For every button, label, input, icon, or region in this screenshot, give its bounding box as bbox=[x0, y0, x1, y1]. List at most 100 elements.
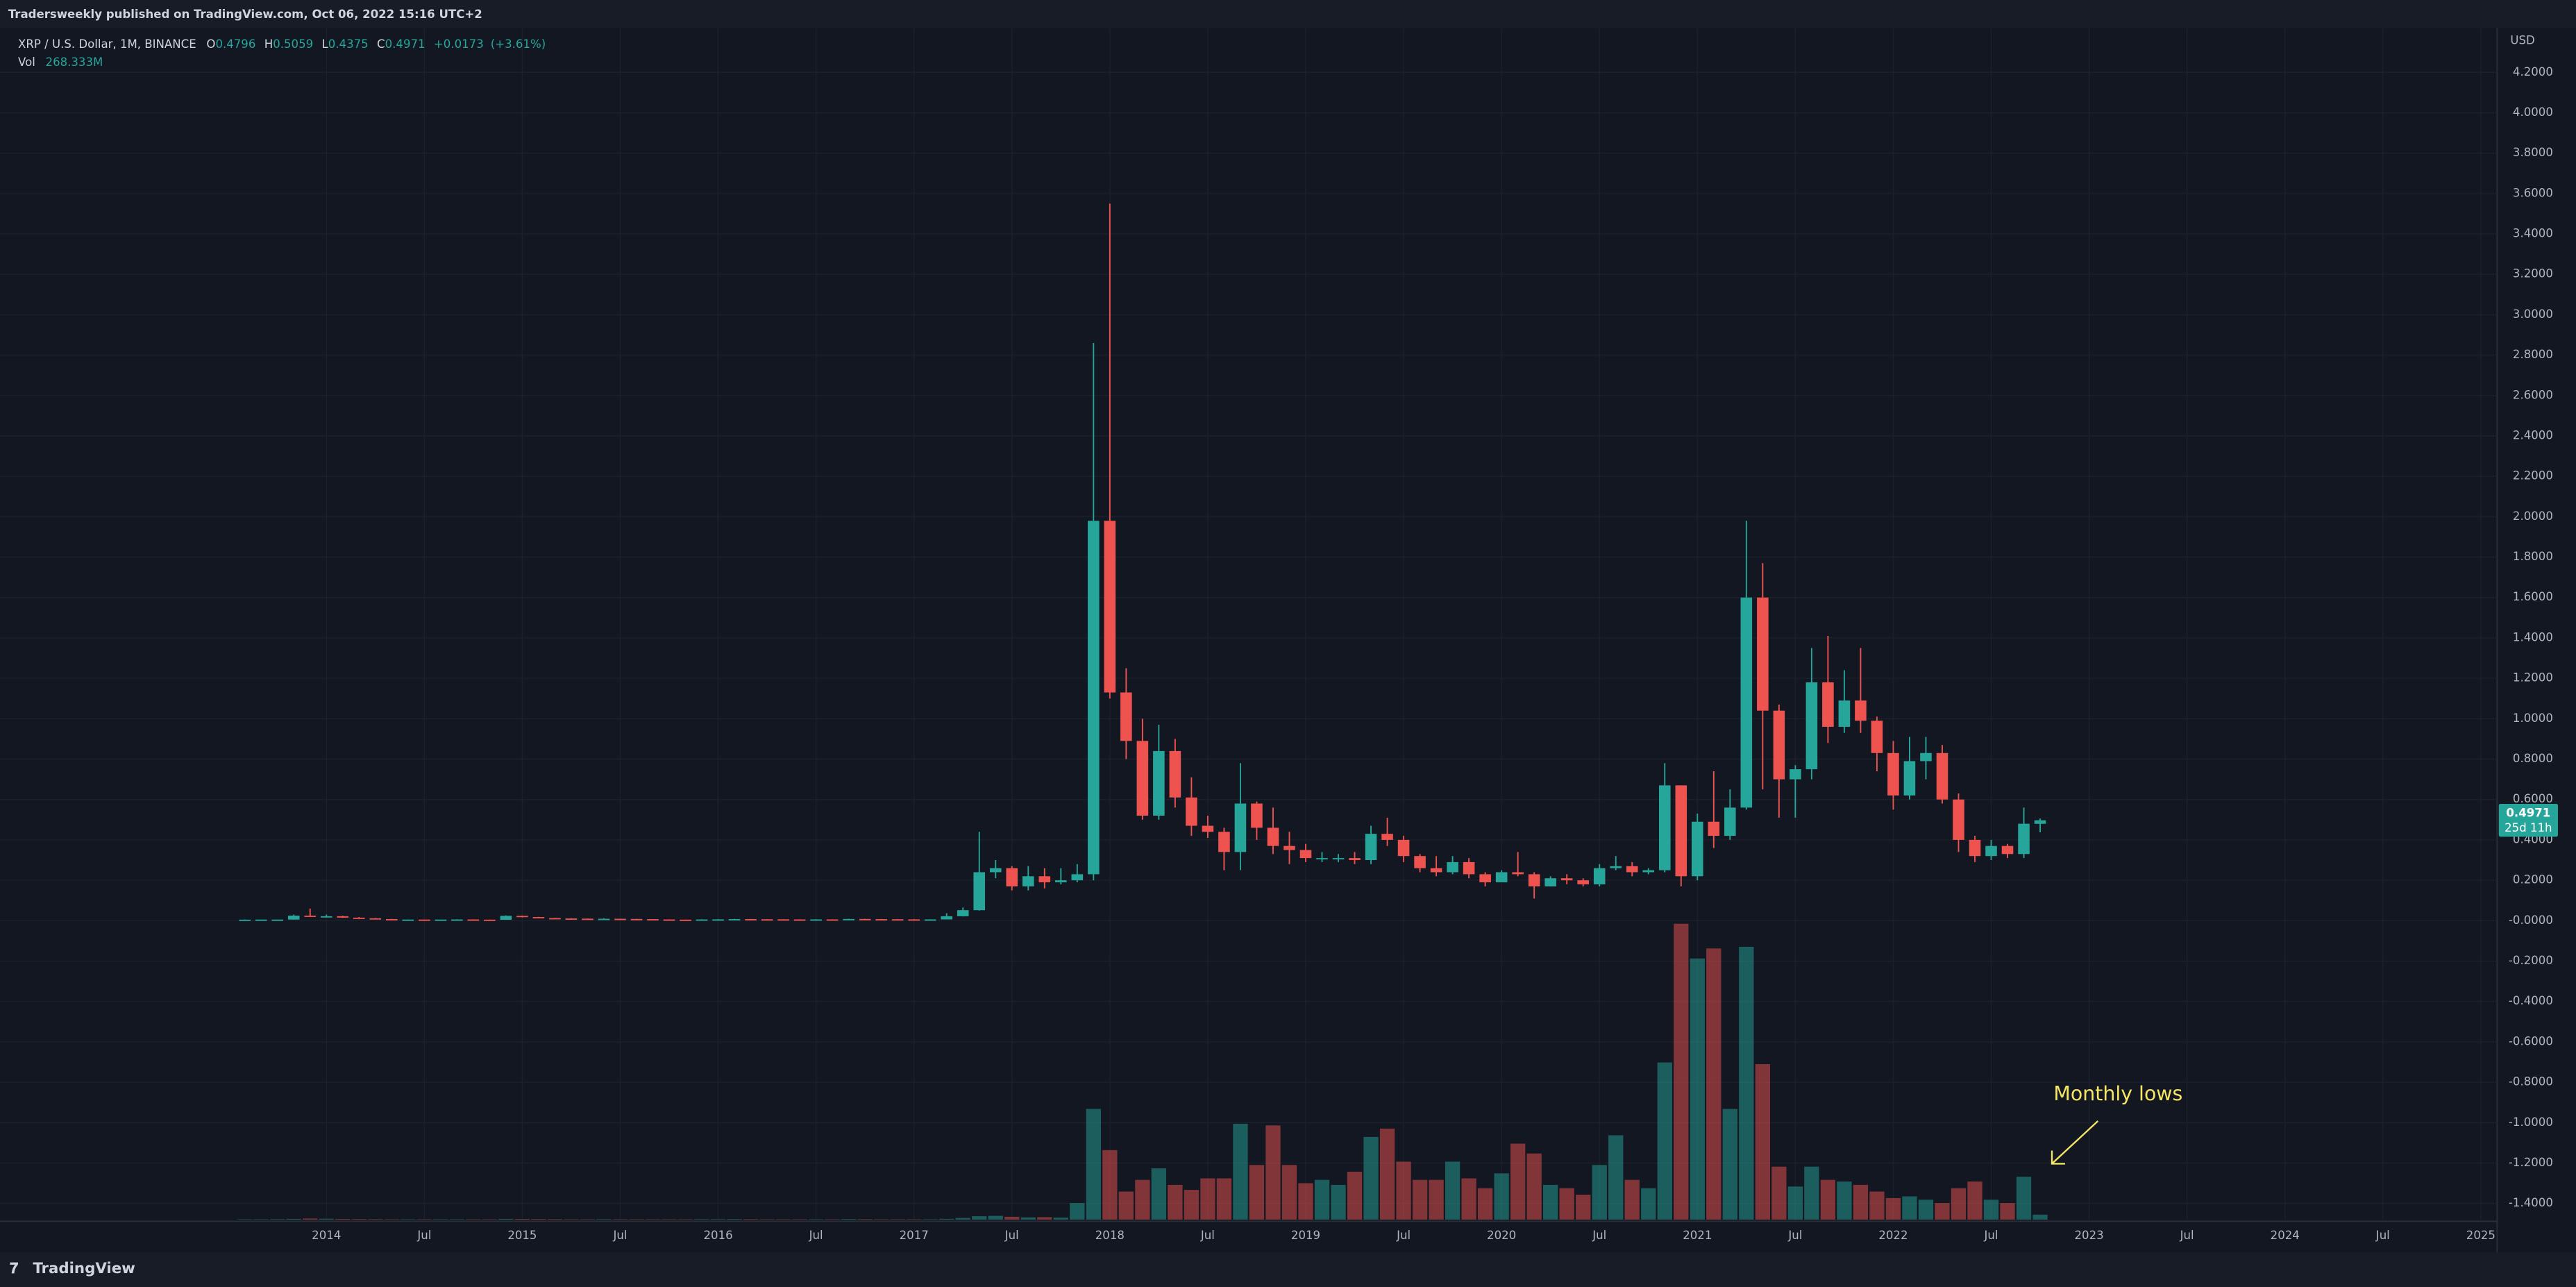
y-tick-label: 2.6000 bbox=[2513, 388, 2553, 401]
volume-bar bbox=[1722, 1109, 1737, 1220]
y-tick-label: 3.0000 bbox=[2513, 308, 2553, 321]
candle-body bbox=[1740, 597, 1753, 808]
volume-bar bbox=[1559, 1188, 1574, 1220]
y-tick-label: -1.4000 bbox=[2509, 1196, 2553, 1209]
volume-bar bbox=[1951, 1188, 1967, 1220]
volume-bar bbox=[694, 1219, 709, 1220]
volume-bar bbox=[1298, 1183, 1313, 1220]
y-tick-label: 4.0000 bbox=[2513, 106, 2553, 119]
candle-body bbox=[1610, 866, 1622, 868]
candle-body bbox=[843, 918, 855, 920]
volume-bar bbox=[710, 1219, 726, 1220]
candle-body bbox=[1071, 874, 1084, 881]
volume-bar bbox=[335, 1218, 351, 1220]
volume-bar bbox=[1037, 1217, 1052, 1220]
volume-bar bbox=[1674, 923, 1689, 1220]
volume-bar bbox=[1885, 1197, 1901, 1220]
volume-bar bbox=[1983, 1200, 1999, 1220]
ohlc-label: H bbox=[264, 37, 273, 50]
volume-bar bbox=[253, 1219, 269, 1220]
volume-bar bbox=[1706, 948, 1721, 1220]
volume-bar bbox=[1477, 1188, 1493, 1220]
x-tick-label: Jul bbox=[1592, 1229, 1606, 1242]
candle-body bbox=[1642, 870, 1655, 873]
volume-bar bbox=[1902, 1196, 1917, 1220]
y-tick-label: 2.0000 bbox=[2513, 510, 2553, 523]
volume-bar bbox=[270, 1219, 285, 1220]
volume-bar bbox=[988, 1216, 1003, 1220]
candle-body bbox=[1055, 880, 1067, 883]
candle-body bbox=[532, 917, 545, 918]
candle-body bbox=[1218, 832, 1230, 852]
candle-body bbox=[1855, 700, 1867, 721]
volume-bar bbox=[629, 1219, 644, 1220]
volume-bar bbox=[1739, 946, 1754, 1220]
candle-body bbox=[1169, 750, 1181, 798]
candle-body bbox=[1153, 750, 1165, 816]
footer-logo: TradingView bbox=[33, 1260, 135, 1277]
ohlc-label: C bbox=[377, 37, 385, 50]
candle-body bbox=[484, 919, 496, 921]
y-tick-label: 0.2000 bbox=[2513, 873, 2553, 886]
candle-body bbox=[1104, 521, 1116, 693]
y-tick-label: -0.0000 bbox=[2509, 914, 2553, 927]
candle-body bbox=[1397, 839, 1410, 857]
candle-body bbox=[386, 918, 398, 920]
volume-bar bbox=[401, 1219, 416, 1220]
candle-body bbox=[1495, 872, 1508, 883]
x-tick-label: 2017 bbox=[900, 1229, 929, 1242]
volume-bar bbox=[645, 1219, 661, 1220]
volume-bar bbox=[580, 1219, 596, 1220]
candle-body bbox=[1234, 803, 1247, 852]
candle-body bbox=[1365, 834, 1377, 861]
volume-bar bbox=[466, 1219, 481, 1220]
volume-bar bbox=[662, 1219, 677, 1220]
volume-bar bbox=[1233, 1123, 1248, 1220]
candle-body bbox=[924, 919, 936, 921]
x-tick-label: Jul bbox=[2180, 1229, 2194, 1242]
candle-body bbox=[1969, 839, 1981, 857]
candle-body bbox=[1332, 858, 1345, 859]
candle-body bbox=[1544, 878, 1556, 886]
volume-bar bbox=[759, 1219, 775, 1220]
annotation-arrow bbox=[2051, 1120, 2099, 1165]
volume-bar bbox=[972, 1216, 987, 1220]
candle-body bbox=[1349, 858, 1361, 861]
volume-bar bbox=[2032, 1214, 2048, 1220]
candle-body bbox=[1593, 868, 1606, 884]
y-tick-label: 3.4000 bbox=[2513, 227, 2553, 240]
x-tick-label: 2016 bbox=[703, 1229, 732, 1242]
candle-body bbox=[337, 916, 349, 918]
candle-body bbox=[1790, 769, 1801, 780]
y-tick-label: -0.6000 bbox=[2509, 1034, 2553, 1048]
volume-bar bbox=[1510, 1143, 1526, 1220]
low-value: 0.4375 bbox=[328, 37, 369, 50]
candle-body bbox=[908, 919, 920, 921]
candle-body bbox=[1038, 876, 1051, 883]
volume-bar bbox=[808, 1219, 824, 1220]
candle-body bbox=[1186, 797, 1197, 826]
candle-body bbox=[1381, 834, 1393, 840]
volume-bar bbox=[1379, 1128, 1395, 1220]
volume-bar bbox=[596, 1219, 612, 1220]
candle-body bbox=[1251, 803, 1263, 828]
candle-body bbox=[549, 918, 561, 920]
x-tick-label: Jul bbox=[1004, 1229, 1019, 1242]
volume-bar bbox=[923, 1219, 938, 1220]
candle-body bbox=[680, 919, 691, 921]
candle-body bbox=[1479, 874, 1491, 883]
candle-body bbox=[761, 919, 773, 921]
y-tick-label: 3.6000 bbox=[2513, 186, 2553, 199]
volume-bar bbox=[319, 1218, 334, 1220]
candle-body bbox=[255, 919, 267, 921]
candle-body bbox=[1887, 752, 1899, 796]
volume-bar bbox=[1331, 1184, 1346, 1220]
volume-bar bbox=[482, 1219, 498, 1220]
volume-bar bbox=[514, 1218, 530, 1220]
volume-bar bbox=[1004, 1216, 1020, 1220]
volume-bar bbox=[1657, 1062, 1672, 1220]
candle-body bbox=[647, 919, 659, 920]
volume-bar bbox=[1020, 1217, 1036, 1220]
last-price-tag bbox=[2498, 803, 2558, 837]
